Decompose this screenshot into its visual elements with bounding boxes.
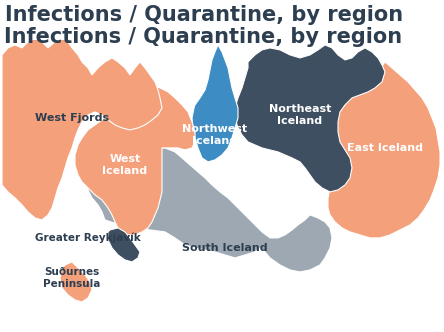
Polygon shape <box>88 148 332 272</box>
Polygon shape <box>235 45 385 192</box>
Polygon shape <box>308 62 440 238</box>
Text: Infections / Quarantine, by region: Infections / Quarantine, by region <box>4 27 403 46</box>
Polygon shape <box>2 38 162 220</box>
Polygon shape <box>60 262 92 302</box>
Text: Suðurnes
Peninsula: Suðurnes Peninsula <box>44 267 101 289</box>
Text: East Iceland: East Iceland <box>347 143 423 153</box>
Text: Infections / Quarantine, by region: Infections / Quarantine, by region <box>5 5 403 25</box>
Text: Greater Reykjavík: Greater Reykjavík <box>35 233 141 243</box>
Polygon shape <box>75 85 195 235</box>
Text: South Iceland: South Iceland <box>182 243 268 253</box>
Text: Northwest
Iceland: Northwest Iceland <box>182 124 248 146</box>
Polygon shape <box>108 228 140 262</box>
Text: Northeast
Iceland: Northeast Iceland <box>269 104 331 126</box>
Polygon shape <box>192 45 238 162</box>
Text: West
Iceland: West Iceland <box>103 154 147 176</box>
Text: West Fjords: West Fjords <box>35 113 109 123</box>
